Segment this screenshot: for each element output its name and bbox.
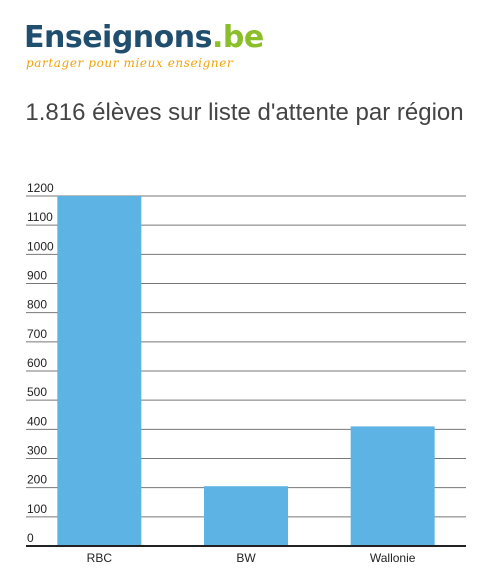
logo-wordmark: Enseignons.be xyxy=(24,18,264,58)
y-tick-label-700: 700 xyxy=(27,327,47,341)
y-tick-label-300: 300 xyxy=(27,444,47,458)
bars xyxy=(57,196,435,546)
y-tick-label-500: 500 xyxy=(27,385,47,399)
enseignons-logo: Enseignons.be partager pour mieux enseig… xyxy=(24,18,264,78)
chart-title: 1.816 élèves sur liste d'attente par rég… xyxy=(25,99,464,126)
logo-wordmark-main: Enseignons xyxy=(24,20,213,55)
bar-wallonie xyxy=(350,426,435,546)
x-tick-label-wallonie: Wallonie xyxy=(370,551,416,565)
y-tick-label-0: 0 xyxy=(27,531,34,545)
x-tick-label-bw: BW xyxy=(236,551,256,565)
y-tick-label-400: 400 xyxy=(27,414,47,428)
y-tick-label-200: 200 xyxy=(27,473,47,487)
x-tick-labels: RBC BW Wallonie xyxy=(87,551,416,565)
y-tick-label-1000: 1000 xyxy=(27,239,54,253)
y-tick-label-1200: 1200 xyxy=(27,181,54,195)
logo-wordmark-tld: .be xyxy=(212,20,264,55)
y-tick-label-100: 100 xyxy=(27,502,47,516)
bar-bw xyxy=(204,486,288,546)
y-tick-label-800: 800 xyxy=(27,298,47,312)
bar-rbc xyxy=(57,196,142,546)
y-tick-labels: 0 100 200 300 400 500 600 700 800 900 1000 1100 1200 xyxy=(27,181,54,545)
y-tick-label-600: 600 xyxy=(27,356,47,370)
logo-tagline: partager pour mieux enseigner xyxy=(26,56,234,70)
y-tick-label-1100: 1100 xyxy=(27,210,53,224)
y-tick-label-900: 900 xyxy=(27,269,47,283)
x-tick-label-rbc: RBC xyxy=(87,551,113,565)
